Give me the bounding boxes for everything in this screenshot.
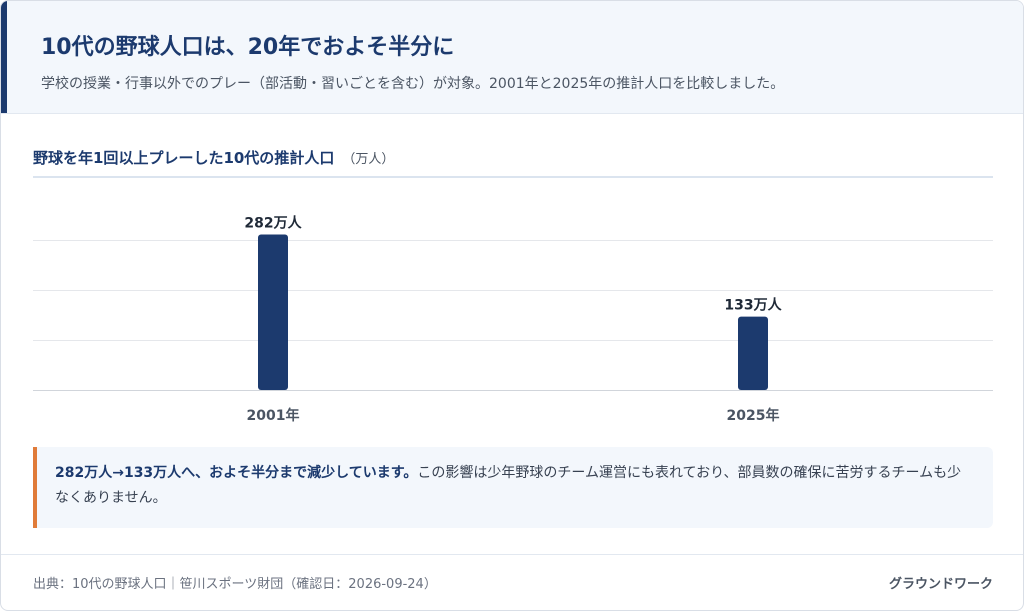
header: 10代の野球人口は、20年でおよそ半分に 学校の授業・行事以外でのプレー（部活動… — [1, 1, 1023, 114]
bar-2025年 — [738, 316, 768, 390]
header-accent-bar — [1, 1, 7, 113]
source-citation: 出典：10代の野球人口｜笹川スポーツ財団（確認日：2026-09-24） — [33, 577, 437, 592]
chart-title: 野球を年1回以上プレーした10代の推計人口 （万人） — [33, 147, 394, 168]
brand-name: グラウンドワーク — [888, 577, 993, 592]
chart-unit: （万人） — [342, 152, 395, 167]
note-callout: 282万人→133万人へ、およそ半分まで減少しています。この影響は少年野球のチー… — [33, 447, 993, 528]
data-label: 133万人 — [724, 297, 782, 314]
bar-2001年 — [258, 234, 288, 390]
bar-chart: 282万人 2001年 133万人 2025年 — [33, 214, 993, 424]
page-subtitle: 学校の授業・行事以外でのプレー（部活動・習いごとを含む）が対象。2001年と20… — [41, 76, 785, 92]
note-highlight: 282万人→133万人へ、およそ半分まで減少しています。 — [55, 465, 418, 481]
footer-divider — [1, 554, 1023, 555]
chart-title-divider — [33, 176, 993, 178]
note-text: この影響は少年野球のチーム運営にも表れており、部員数の確保に苦労するチームも少な… — [55, 465, 962, 506]
page-title: 10代の野球人口は、20年でおよそ半分に — [41, 35, 455, 60]
x-tick-label: 2025年 — [727, 407, 780, 424]
x-tick-label: 2001年 — [247, 407, 300, 424]
data-label: 282万人 — [244, 214, 302, 231]
chart-title-text: 野球を年1回以上プレーした10代の推計人口 — [33, 149, 335, 167]
